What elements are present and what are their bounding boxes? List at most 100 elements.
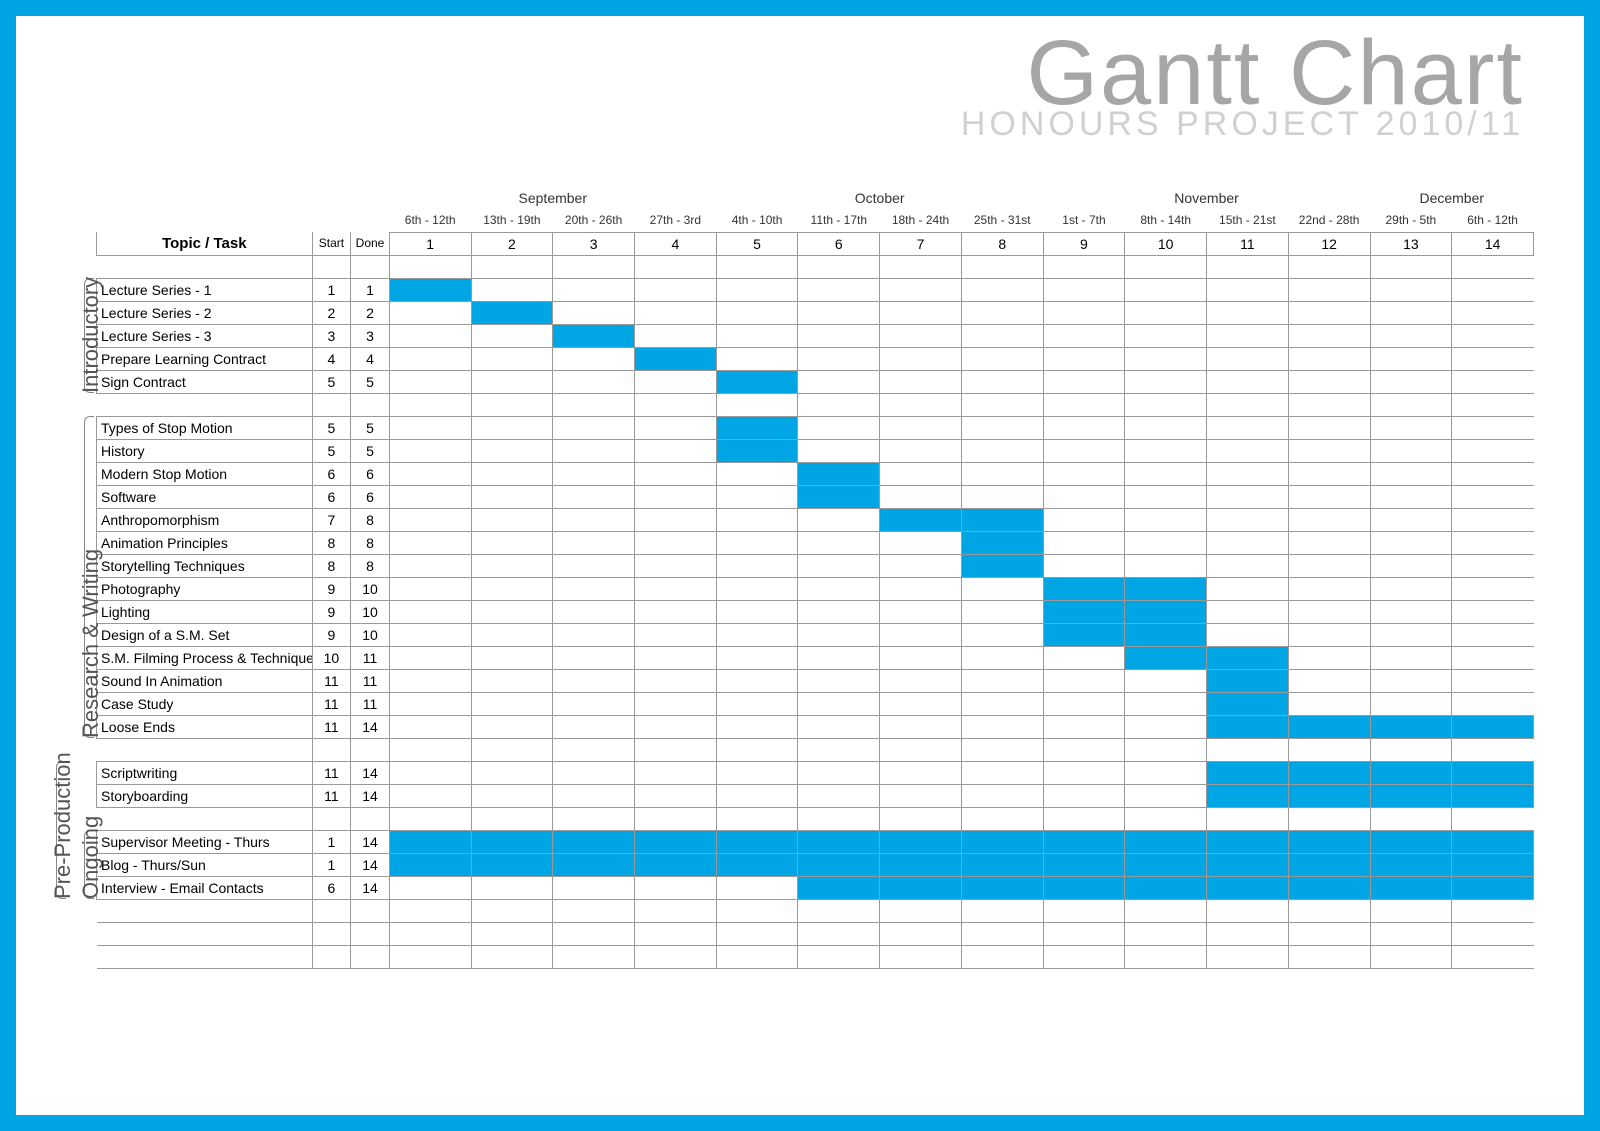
table-row: Supervisor Meeting - Thurs114 bbox=[97, 830, 1534, 853]
week-range: 6th - 12th bbox=[1452, 209, 1534, 232]
table-row: History55 bbox=[97, 439, 1534, 462]
gantt-bar bbox=[389, 853, 471, 876]
gantt-bar bbox=[1207, 853, 1289, 876]
week-number: 2 bbox=[471, 232, 553, 255]
task-start: 9 bbox=[312, 600, 351, 623]
task-start: 1 bbox=[312, 830, 351, 853]
week-range: 11th - 17th bbox=[798, 209, 880, 232]
task-done: 14 bbox=[351, 715, 390, 738]
week-number: 4 bbox=[634, 232, 716, 255]
task-start: 4 bbox=[312, 347, 351, 370]
task-name: Lighting bbox=[97, 600, 313, 623]
gantt-bar bbox=[961, 508, 1043, 531]
gantt-bar bbox=[634, 347, 716, 370]
document-frame: Gantt Chart HONOURS PROJECT 2010/11 Sept… bbox=[0, 0, 1600, 1131]
week-number: 12 bbox=[1288, 232, 1370, 255]
gantt-bar bbox=[471, 853, 553, 876]
task-done: 6 bbox=[351, 485, 390, 508]
section-label: Ongoing bbox=[78, 816, 104, 899]
task-start: 3 bbox=[312, 324, 351, 347]
gantt-bar bbox=[880, 508, 962, 531]
task-name: Sound In Animation bbox=[97, 669, 313, 692]
task-done: 5 bbox=[351, 439, 390, 462]
gantt-bar bbox=[1288, 761, 1370, 784]
table-row: Types of Stop Motion55 bbox=[97, 416, 1534, 439]
gantt-bar bbox=[389, 830, 471, 853]
gantt-bar bbox=[961, 531, 1043, 554]
task-done: 10 bbox=[351, 577, 390, 600]
task-start: 8 bbox=[312, 531, 351, 554]
task-start: 11 bbox=[312, 692, 351, 715]
table-row: Animation Principles88 bbox=[97, 531, 1534, 554]
gantt-bar bbox=[1043, 577, 1125, 600]
task-start: 8 bbox=[312, 554, 351, 577]
task-done: 10 bbox=[351, 600, 390, 623]
gantt-bar bbox=[1207, 761, 1289, 784]
task-start: 5 bbox=[312, 416, 351, 439]
table-row: Sound In Animation1111 bbox=[97, 669, 1534, 692]
gantt-bar bbox=[1288, 853, 1370, 876]
week-range: 25th - 31st bbox=[961, 209, 1043, 232]
gantt-bar bbox=[1288, 830, 1370, 853]
task-start: 6 bbox=[312, 876, 351, 899]
task-done: 8 bbox=[351, 531, 390, 554]
gantt-bar bbox=[1043, 600, 1125, 623]
column-header-done: Done bbox=[351, 232, 390, 255]
gantt-bar bbox=[471, 301, 553, 324]
task-start: 10 bbox=[312, 646, 351, 669]
gantt-chart: SeptemberOctoberNovemberDecember6th - 12… bbox=[96, 186, 1534, 969]
month-header: December bbox=[1370, 186, 1534, 209]
task-name: Scriptwriting bbox=[97, 761, 313, 784]
table-row: Lighting910 bbox=[97, 600, 1534, 623]
page-subtitle: HONOURS PROJECT 2010/11 bbox=[961, 110, 1524, 139]
section-label: Introductory bbox=[78, 277, 104, 393]
gantt-bar bbox=[553, 324, 635, 347]
task-name: Lecture Series - 1 bbox=[97, 278, 313, 301]
month-header: October bbox=[716, 186, 1043, 209]
gantt-bar bbox=[1370, 876, 1452, 899]
gantt-bar bbox=[961, 830, 1043, 853]
table-row: Lecture Series - 111 bbox=[97, 278, 1534, 301]
gantt-bar bbox=[1043, 623, 1125, 646]
gantt-bar bbox=[1370, 761, 1452, 784]
gantt-bar bbox=[880, 876, 962, 899]
table-row: Lecture Series - 222 bbox=[97, 301, 1534, 324]
week-number: 9 bbox=[1043, 232, 1125, 255]
gantt-bar bbox=[1043, 830, 1125, 853]
gantt-bar bbox=[716, 416, 798, 439]
week-number: 7 bbox=[880, 232, 962, 255]
task-start: 11 bbox=[312, 784, 351, 807]
task-done: 1 bbox=[351, 278, 390, 301]
task-name: Design of a S.M. Set bbox=[97, 623, 313, 646]
week-number: 3 bbox=[553, 232, 635, 255]
task-name: Modern Stop Motion bbox=[97, 462, 313, 485]
gantt-bar bbox=[1370, 853, 1452, 876]
gantt-bar bbox=[1452, 784, 1534, 807]
week-range: 22nd - 28th bbox=[1288, 209, 1370, 232]
task-name: Blog - Thurs/Sun bbox=[97, 853, 313, 876]
task-name: Storyboarding bbox=[97, 784, 313, 807]
gantt-bar bbox=[1125, 623, 1207, 646]
task-done: 3 bbox=[351, 324, 390, 347]
gantt-bar bbox=[1370, 784, 1452, 807]
table-row: Lecture Series - 333 bbox=[97, 324, 1534, 347]
gantt-bar bbox=[1452, 876, 1534, 899]
week-range: 1st - 7th bbox=[1043, 209, 1125, 232]
task-start: 2 bbox=[312, 301, 351, 324]
week-range: 29th - 5th bbox=[1370, 209, 1452, 232]
table-row: Design of a S.M. Set910 bbox=[97, 623, 1534, 646]
task-done: 6 bbox=[351, 462, 390, 485]
task-start: 11 bbox=[312, 715, 351, 738]
task-start: 11 bbox=[312, 761, 351, 784]
gantt-bar bbox=[634, 853, 716, 876]
gantt-bar bbox=[716, 830, 798, 853]
week-range: 6th - 12th bbox=[389, 209, 471, 232]
gantt-bar bbox=[798, 830, 880, 853]
gantt-bar bbox=[716, 439, 798, 462]
task-name: Loose Ends bbox=[97, 715, 313, 738]
gantt-bar bbox=[798, 462, 880, 485]
table-row: S.M. Filming Process & Techniques1011 bbox=[97, 646, 1534, 669]
task-done: 14 bbox=[351, 784, 390, 807]
gantt-bar bbox=[1043, 853, 1125, 876]
gantt-bar bbox=[1207, 646, 1289, 669]
